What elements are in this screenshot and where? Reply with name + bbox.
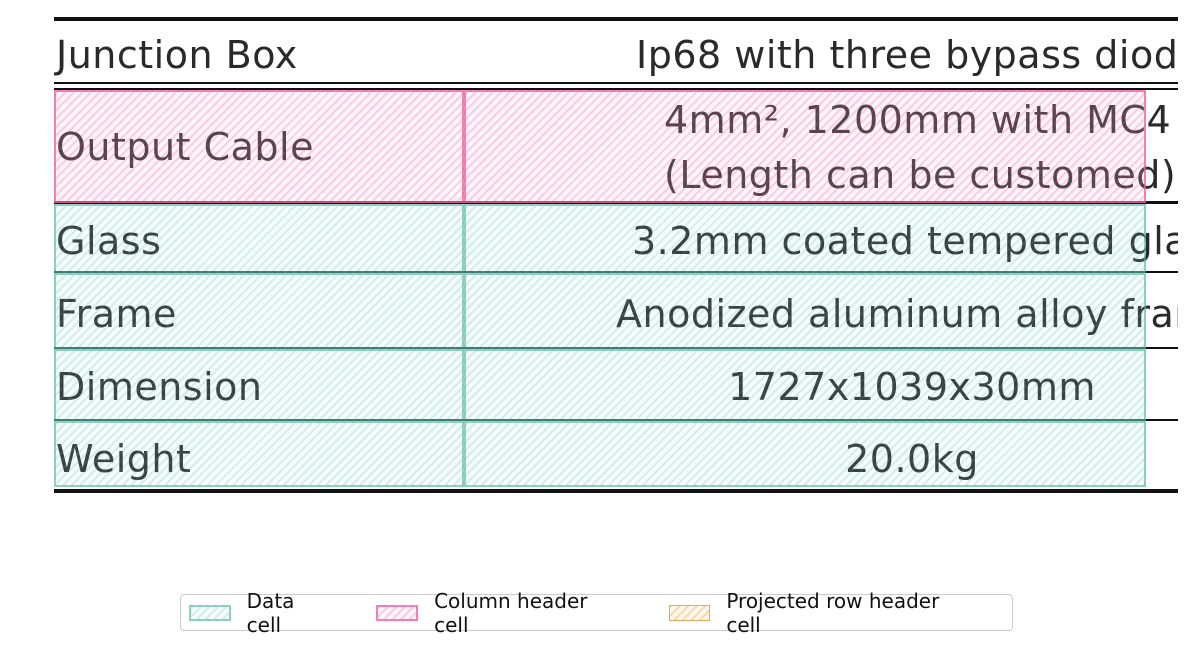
row-label-glass: Glass [56,222,161,260]
legend-swatch-data-cell [189,604,231,621]
legend-label-column-header-cell: Column header cell [434,588,588,637]
data-cell [464,421,1146,487]
row-value-glass: 3.2mm coated tempered glass [632,219,1178,263]
data-cell [54,421,464,487]
table-row-rule [54,88,1178,90]
column-header-cell-label [54,90,464,203]
legend-item-column-header-cell: Column header cell [376,589,626,637]
row-value-frame: Anodized aluminum alloy frame [616,292,1178,336]
data-cell [464,273,1146,349]
row-label-frame: Frame [56,295,177,333]
row-label-weight: Weight [56,440,191,478]
data-cell [54,273,464,349]
data-cell [54,349,464,421]
row-value-weight: 20.0kg [662,440,1162,478]
legend-item-data-cell: Data cell [189,589,334,637]
legend-label-projected-row-header-cell: Projected row header cell [726,588,940,637]
table-row-rule [54,82,1178,84]
legend-swatch-projected-row-header-cell [668,604,711,621]
legend: Data cell Column header cell Projected r… [180,589,1013,637]
row-value-output-cable-line1: 4mm², 1200mm with MC4 [664,101,1171,139]
table-top-rule [54,17,1178,21]
data-cell [54,204,464,273]
legend-swatch-column-header-cell [376,604,419,621]
row-value-output-cable-line2: (Length can be customed) [664,156,1176,194]
row-label-output-cable: Output Cable [56,128,314,166]
row-label-dimension: Dimension [56,368,263,406]
row-label-junction-box: Junction Box [56,33,298,77]
table-bottom-rule [54,489,1178,493]
legend-label-data-cell: Data cell [246,588,295,637]
data-cell [464,349,1146,421]
data-cell [464,204,1146,273]
row-value-dimension: 1727x1039x30mm [662,368,1162,406]
legend-item-projected-row-header-cell: Projected row header cell [668,588,978,637]
column-header-cell-value [464,90,1146,203]
table-document: Junction Box Ip68 with three bypass diod… [54,17,1178,493]
row-value-junction-box: Ip68 with three bypass diodes [636,33,1178,77]
